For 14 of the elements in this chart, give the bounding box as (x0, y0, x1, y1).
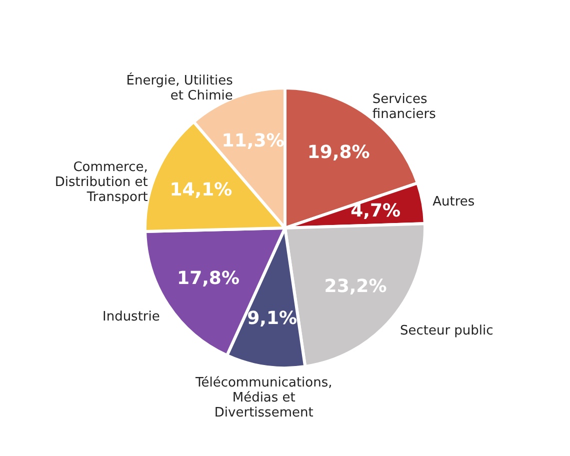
data-label: 14,1% (170, 180, 232, 201)
data-label: 9,1% (247, 308, 297, 330)
slice-label: Secteur public (400, 323, 494, 338)
slice-label: Services financiers (372, 92, 436, 122)
data-label: 11,3% (222, 130, 284, 152)
data-label: 4,7% (350, 200, 400, 222)
slice-label: Télécommunications, Médias et Divertissement (194, 376, 332, 421)
slice-label: Autres (432, 194, 475, 210)
data-label: 17,8% (177, 268, 240, 289)
data-label: 23,2% (324, 276, 387, 298)
slice-label: Commerce, Distribution et Transport (54, 160, 148, 206)
data-label: 19,8% (307, 142, 370, 164)
slice-label: Industrie (102, 310, 160, 325)
slice-label: Énergie, Utilities et Chimie (126, 71, 234, 104)
